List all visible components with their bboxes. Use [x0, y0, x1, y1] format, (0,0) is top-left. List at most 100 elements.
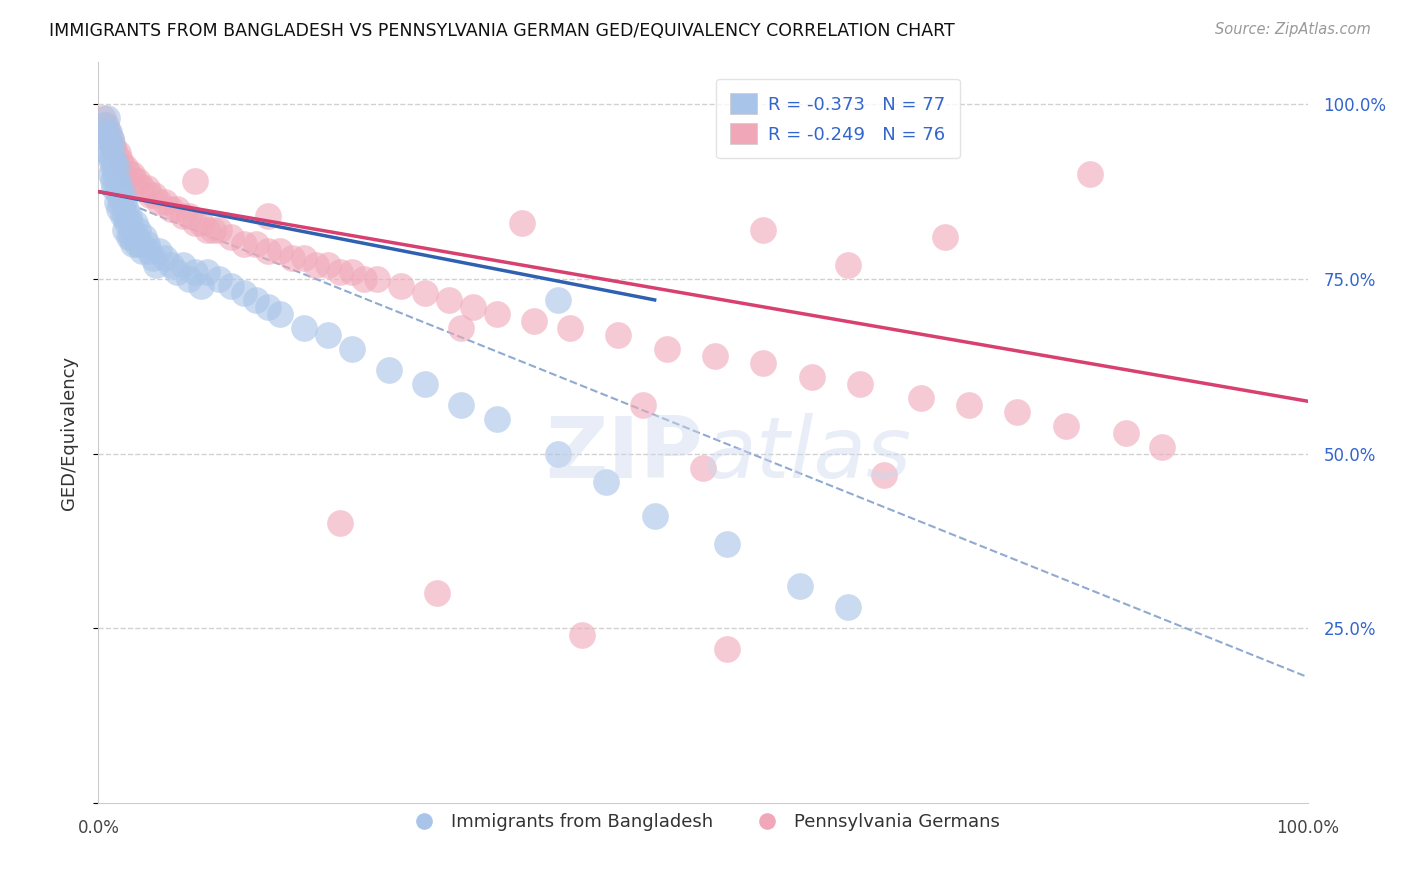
Point [108, 153, 131, 168]
Point [716, 537, 738, 551]
Point [413, 285, 436, 300]
Point [93, 118, 115, 132]
Point [377, 363, 399, 377]
Point [160, 202, 183, 216]
Point [208, 272, 231, 286]
Point [124, 216, 146, 230]
Point [127, 174, 149, 188]
Point [305, 258, 328, 272]
Point [135, 181, 157, 195]
Y-axis label: GED/Equivalency: GED/Equivalency [59, 356, 77, 509]
Point [121, 167, 143, 181]
Point [114, 209, 136, 223]
Point [127, 223, 149, 237]
Point [873, 467, 896, 482]
Legend: Immigrants from Bangladesh, Pennsylvania Germans: Immigrants from Bangladesh, Pennsylvania… [398, 805, 1008, 838]
Point [195, 223, 218, 237]
Point [558, 321, 581, 335]
Point [124, 174, 146, 188]
Point [195, 265, 218, 279]
Point [166, 202, 188, 216]
Point [153, 195, 176, 210]
Point [413, 376, 436, 391]
Point [111, 188, 134, 202]
Point [849, 376, 872, 391]
Point [160, 258, 183, 272]
Point [153, 251, 176, 265]
Point [256, 209, 278, 223]
Point [103, 153, 125, 168]
Point [1115, 425, 1137, 440]
Point [114, 223, 136, 237]
Point [184, 216, 207, 230]
Point [800, 369, 823, 384]
Point [510, 216, 533, 230]
Point [100, 139, 122, 153]
Point [97, 146, 120, 161]
Text: Source: ZipAtlas.com: Source: ZipAtlas.com [1215, 22, 1371, 37]
Point [245, 237, 267, 252]
Point [98, 146, 121, 161]
Point [221, 230, 243, 244]
Point [108, 181, 131, 195]
Point [105, 160, 128, 174]
Point [134, 230, 156, 244]
Point [125, 230, 148, 244]
Point [112, 195, 135, 210]
Point [118, 209, 141, 223]
Point [139, 188, 162, 202]
Point [190, 216, 212, 230]
Point [190, 279, 212, 293]
Point [100, 153, 122, 168]
Point [118, 230, 141, 244]
Point [910, 391, 932, 405]
Point [1007, 405, 1029, 419]
Point [94, 118, 117, 132]
Point [716, 642, 738, 657]
Point [837, 258, 859, 272]
Point [789, 579, 811, 593]
Point [142, 251, 165, 265]
Point [118, 216, 141, 230]
Point [523, 314, 546, 328]
Point [121, 223, 143, 237]
Point [1078, 167, 1101, 181]
Point [281, 251, 304, 265]
Point [752, 223, 775, 237]
Point [138, 244, 160, 258]
Point [107, 146, 129, 161]
Point [329, 516, 352, 531]
Point [184, 265, 207, 279]
Point [143, 188, 166, 202]
Point [101, 174, 124, 188]
Point [437, 293, 460, 307]
Point [115, 202, 138, 216]
Point [166, 265, 188, 279]
Point [148, 195, 170, 210]
Point [631, 398, 654, 412]
Point [131, 181, 153, 195]
Point [704, 349, 727, 363]
Point [118, 167, 141, 181]
Point [135, 237, 157, 252]
Point [232, 237, 254, 252]
Point [104, 146, 127, 161]
Point [292, 251, 315, 265]
Point [316, 258, 339, 272]
Point [98, 125, 121, 139]
Point [103, 181, 125, 195]
Point [245, 293, 267, 307]
Text: ZIP: ZIP [546, 413, 703, 496]
Point [221, 279, 243, 293]
Text: atlas: atlas [703, 413, 911, 496]
Point [450, 398, 472, 412]
Point [269, 307, 291, 321]
Point [179, 272, 201, 286]
Point [426, 586, 449, 600]
Point [752, 356, 775, 370]
Point [105, 181, 128, 195]
Point [547, 293, 569, 307]
Point [107, 174, 129, 188]
Point [131, 244, 153, 258]
Point [104, 167, 127, 181]
